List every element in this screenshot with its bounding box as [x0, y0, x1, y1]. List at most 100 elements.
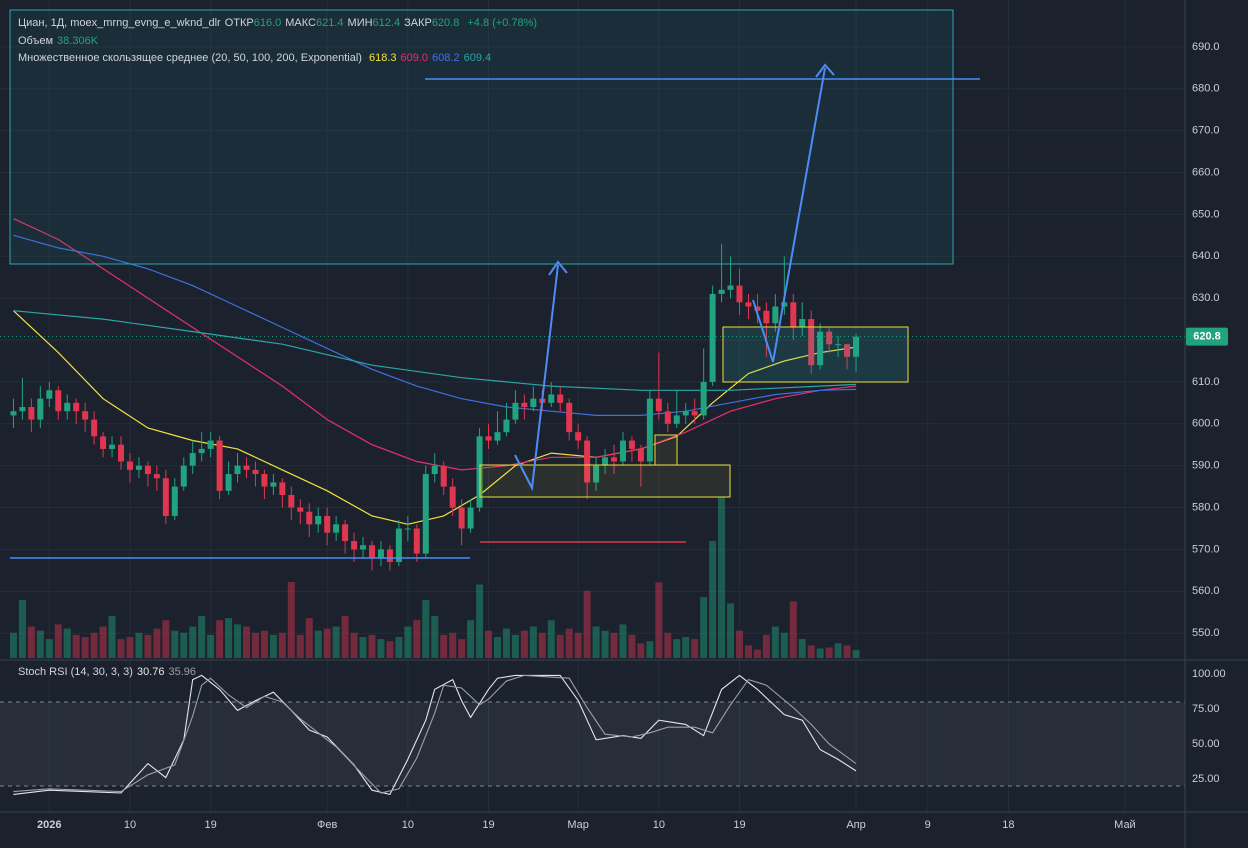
- volume-bar: [278, 632, 286, 658]
- volume-bar: [449, 632, 457, 658]
- candle-body: [655, 398, 662, 412]
- candle-body: [342, 524, 349, 542]
- arrow: [514, 264, 559, 492]
- volume-bar: [54, 624, 62, 658]
- candle-body: [180, 465, 187, 487]
- grid: [0, 0, 1185, 812]
- volume-title: Объем: [18, 34, 54, 47]
- ma-line: [13, 234, 857, 416]
- candle-body: [673, 415, 680, 424]
- volume-bar: [144, 634, 152, 658]
- volume-value: 38.306K: [57, 34, 99, 47]
- ohlc-label: МАКС: [285, 17, 316, 29]
- volume-bar: [753, 649, 761, 658]
- volume-bar: [162, 620, 170, 658]
- ohlc-value: 621.4: [316, 17, 344, 29]
- volume-bar: [323, 628, 331, 658]
- candle-body: [458, 507, 465, 529]
- candle-body: [772, 306, 779, 324]
- candle-body: [422, 474, 429, 554]
- legend: Циан, 1Д, moex_mrng_evng_e_wknd_dlr ОТКР6…: [18, 15, 541, 68]
- volume-bar: [72, 634, 80, 658]
- volume-bar: [332, 626, 340, 658]
- x-tick-label: 10: [124, 819, 136, 831]
- candle-body: [37, 398, 44, 420]
- candle-body: [351, 541, 358, 550]
- y-tick-label: 50.00: [1192, 738, 1220, 750]
- volume-bar: [18, 600, 26, 658]
- legend-row: Множественное скользящее среднее (20, 50…: [18, 50, 541, 68]
- y-tick-label: 550.0: [1192, 627, 1220, 639]
- candle-body: [153, 474, 160, 479]
- stoch-legend: Stoch RSI (14, 30, 3, 3) 30.76 35.96: [18, 666, 200, 678]
- volume-bar: [404, 626, 412, 658]
- arrow-head: [548, 260, 568, 276]
- candle-body: [431, 465, 438, 475]
- last-price-label: 620.8: [1193, 331, 1221, 343]
- x-tick-label: 10: [653, 819, 665, 831]
- candle-body: [619, 440, 626, 462]
- x-tick-label: Апр: [846, 819, 865, 831]
- candle-body: [395, 528, 402, 562]
- candle-body: [73, 402, 80, 412]
- candle-body: [449, 486, 456, 508]
- ma-line: [13, 310, 857, 391]
- candle-body: [198, 448, 205, 454]
- volume-bar: [135, 632, 143, 658]
- volume-bar: [655, 582, 663, 658]
- candle-body: [19, 407, 26, 412]
- drawings: [9, 9, 980, 559]
- volume-bar: [601, 630, 609, 658]
- candle-body: [835, 344, 842, 346]
- candle-body: [790, 302, 797, 328]
- volume-bar: [547, 620, 555, 658]
- volume-bar: [117, 639, 125, 658]
- candle-body: [727, 285, 734, 290]
- volume-bar: [736, 630, 744, 658]
- volume-bar: [610, 632, 618, 658]
- candle-body: [315, 515, 322, 525]
- volume-bar: [834, 643, 842, 658]
- range-box: [654, 434, 678, 466]
- x-tick-label: Фев: [317, 819, 337, 831]
- volume-bar: [816, 648, 824, 658]
- candle-body: [521, 402, 528, 408]
- candle-body: [368, 545, 375, 558]
- volume-bar: [126, 637, 134, 658]
- volume-bar: [798, 639, 806, 658]
- change: +4.8 (+0.78%): [467, 17, 538, 29]
- candle-body: [664, 411, 671, 424]
- target-zone: [9, 9, 954, 265]
- volume-bar: [341, 616, 349, 658]
- volume-bars: [9, 496, 860, 658]
- candle-body: [144, 465, 151, 475]
- volume-bar: [260, 630, 268, 658]
- ohlc: ОТКР616.0 МАКС621.4 МИН612.4 ЗАКР620.8: [225, 17, 464, 29]
- x-tick-label: 19: [733, 819, 745, 831]
- candle-body: [216, 440, 223, 491]
- candle-body: [682, 411, 689, 416]
- volume-bar: [825, 647, 833, 658]
- volume-bar: [619, 624, 627, 658]
- candle-body: [611, 457, 618, 462]
- candle-body: [252, 469, 259, 475]
- candle-body: [575, 432, 582, 441]
- ohlc-label: ОТКР: [224, 17, 254, 29]
- volume-bar: [718, 496, 726, 658]
- candle-body: [100, 436, 107, 449]
- volume-bar: [198, 616, 206, 658]
- candle-body: [55, 390, 62, 412]
- candle-body: [646, 398, 653, 462]
- volume-bar: [350, 632, 358, 658]
- volume-bar: [108, 616, 116, 658]
- candle-body: [512, 402, 519, 420]
- candle-body: [261, 474, 268, 487]
- candle-body: [413, 528, 420, 554]
- candle-body: [243, 465, 250, 470]
- x-tick-label: 9: [925, 819, 931, 831]
- candle-body: [386, 549, 393, 562]
- volume-bar: [243, 626, 251, 658]
